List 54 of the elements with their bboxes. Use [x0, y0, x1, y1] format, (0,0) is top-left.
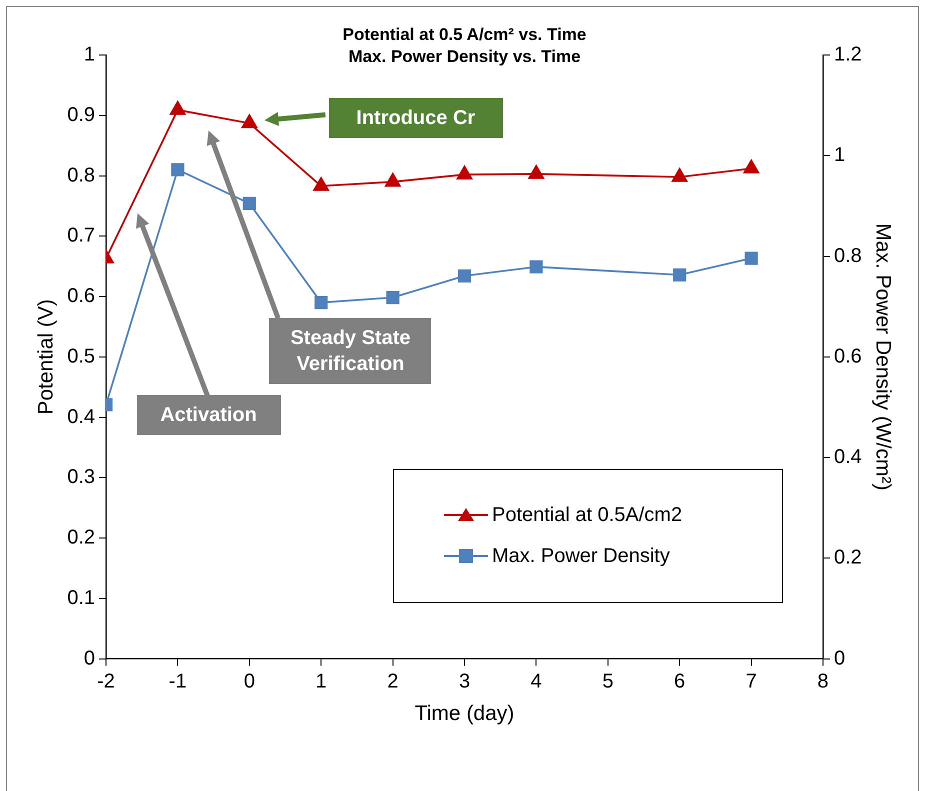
point	[386, 290, 400, 304]
point	[171, 163, 184, 176]
annotation: Steady State Verification	[269, 318, 432, 384]
y-tick-label: 0.1	[67, 586, 96, 609]
y-tick-label: 0.5	[67, 345, 96, 368]
annotation: Activation	[136, 395, 281, 436]
y2-tick-label: 0.4	[834, 446, 862, 468]
y2-tick-label: 0	[834, 647, 846, 670]
y-tick-label: 1	[84, 44, 96, 66]
x-tick-label: 2	[387, 670, 398, 692]
y-axis-title: Potential (V)	[34, 299, 58, 415]
x-tick-label: 3	[458, 670, 470, 692]
point	[744, 252, 758, 265]
x-tick-label: -2	[97, 670, 115, 692]
y-tick-label: 0.8	[67, 164, 96, 186]
y-tick-label: 0.9	[67, 104, 96, 126]
y-tick-label: 0.7	[67, 224, 96, 247]
y2-tick-label: 1.2	[834, 44, 862, 66]
y-tick-label: 0.6	[67, 285, 96, 308]
legend-label: Max. Power Density	[492, 544, 670, 568]
point	[528, 165, 544, 179]
y-tick-label: 0.3	[67, 466, 96, 488]
x-tick-label: 6	[674, 670, 686, 692]
point	[743, 160, 760, 174]
y-tick-label: 0.4	[67, 406, 96, 428]
point	[242, 196, 256, 210]
x-tick-label: 5	[602, 670, 614, 692]
point	[242, 114, 258, 128]
annotation: Introduce Cr	[328, 98, 503, 138]
x-axis-title: Time (day)	[414, 702, 514, 726]
point	[530, 260, 543, 274]
chart-title: Potential at 0.5 A/cm² vs. Time Max. Power Density vs. Time	[342, 25, 586, 66]
y-tick-label: 0.2	[67, 526, 96, 549]
legend-label: Potential at 0.5A/cm2	[492, 504, 682, 527]
y2-tick-label: 1	[834, 144, 846, 166]
x-tick-label: 1	[316, 670, 327, 692]
y2-axis-title: Max. Power Density (W/cm²)	[872, 223, 895, 490]
point	[458, 269, 472, 282]
x-tick-label: 0	[244, 670, 255, 692]
y-tick-label: 0	[84, 647, 96, 670]
y2-tick-label: 0.8	[834, 244, 862, 267]
point	[170, 101, 186, 115]
x-tick-label: -1	[168, 670, 187, 692]
y2-tick-label: 0.6	[834, 345, 862, 368]
y2-tick-label: 0.2	[834, 546, 862, 569]
x-tick-label: 8	[817, 670, 829, 692]
point	[313, 177, 329, 191]
point	[456, 166, 472, 180]
point	[672, 168, 688, 182]
point	[314, 296, 328, 310]
x-tick-label: 4	[530, 670, 542, 692]
point	[384, 172, 401, 187]
x-tick-label: 7	[746, 670, 757, 692]
point	[673, 268, 686, 282]
